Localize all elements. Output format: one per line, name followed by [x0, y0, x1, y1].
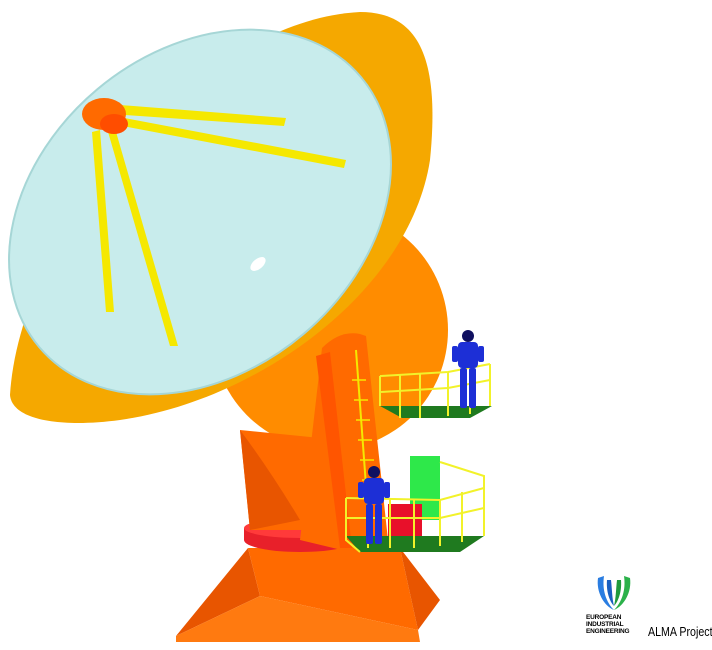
- logo-line-industrial: INDUSTRIAL: [586, 621, 624, 628]
- project-caption: ALMA Project: [648, 624, 712, 639]
- pedestal-base: [176, 548, 440, 642]
- eie-logo: EUROPEAN INDUSTRIAL ENGINEERING: [586, 572, 706, 644]
- eie-logo-text: EUROPEAN INDUSTRIAL ENGINEERING: [586, 614, 646, 635]
- subreflector-assembly: [82, 98, 346, 346]
- worker-figure-upper: [452, 330, 484, 408]
- logo-line-engineering: ENGINEERING: [586, 628, 630, 635]
- logo-line-european: EUROPEAN: [586, 614, 622, 621]
- eie-logo-icon: [597, 576, 631, 610]
- worker-figure-lower: [358, 466, 390, 544]
